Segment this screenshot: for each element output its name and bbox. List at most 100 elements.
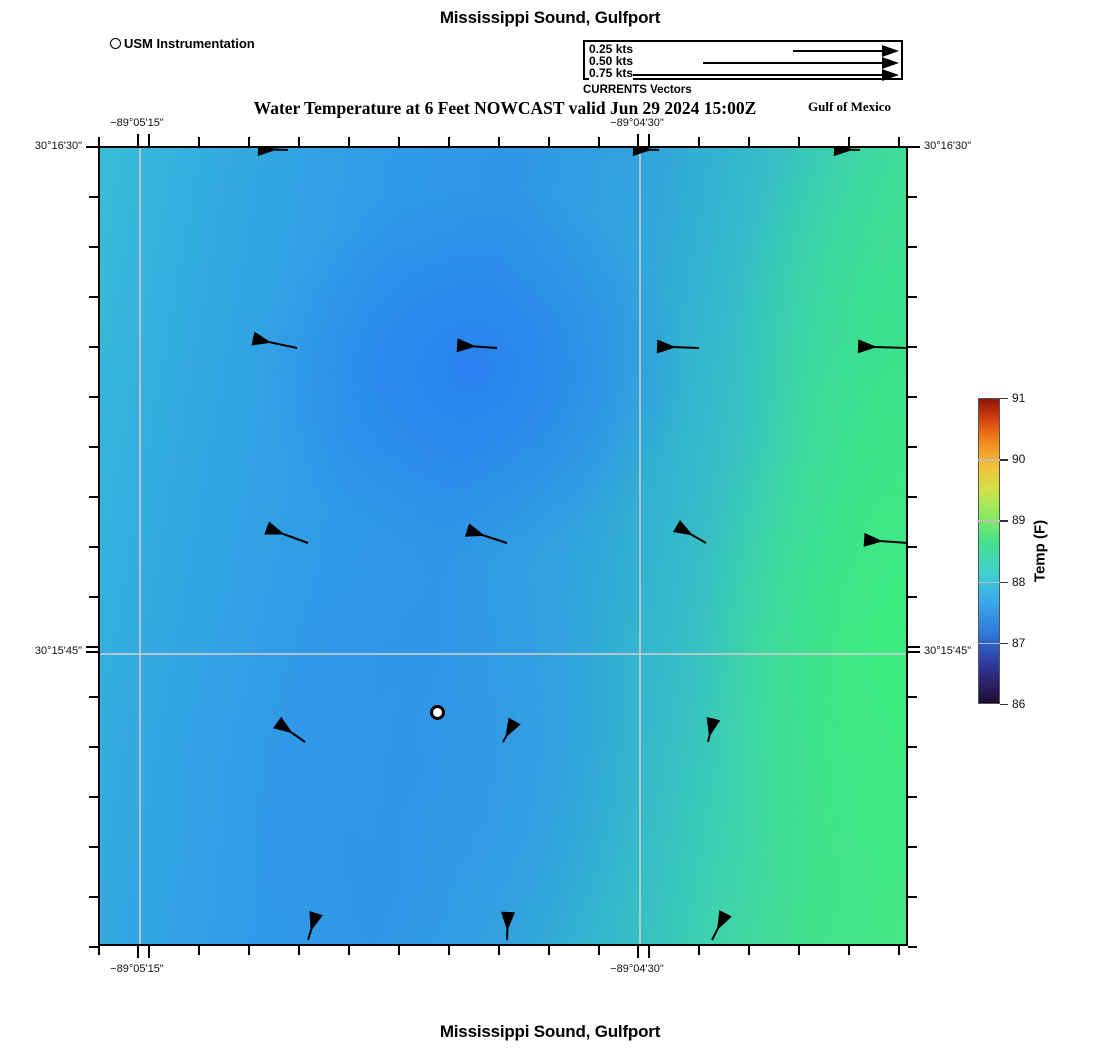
- currents-legend-row-label: 0.75 kts: [589, 66, 634, 80]
- usm-station-marker[interactable]: [429, 704, 445, 720]
- axis-tick-minor: [898, 137, 900, 146]
- axis-tick-label: −89°04'30": [610, 963, 664, 975]
- axis-tick-major: [636, 946, 639, 958]
- open-circle-icon: [110, 38, 121, 49]
- axis-tick-minor: [448, 137, 450, 146]
- colorbar-tick: [1000, 581, 1008, 583]
- colorbar-title: Temp (F): [1031, 519, 1049, 583]
- axis-tick-minor: [89, 396, 98, 398]
- current-vector-arrowhead-icon: [857, 339, 878, 354]
- axis-tick-minor: [908, 896, 917, 898]
- axis-tick-minor: [89, 446, 98, 448]
- axis-tick-label: −89°05'15": [110, 963, 164, 975]
- axis-tick-minor: [498, 137, 500, 146]
- axis-tick-major: [86, 646, 98, 648]
- axis-tick-minor: [748, 137, 750, 146]
- current-vector-arrowhead-icon: [657, 339, 677, 355]
- axis-tick-major: [908, 651, 920, 653]
- axis-tick-minor: [89, 246, 98, 248]
- page-title-bottom: Mississippi Sound, Gulfport: [439, 1022, 661, 1041]
- currents-legend-arrow-shaft: [793, 50, 883, 52]
- axis-tick-minor: [848, 137, 850, 146]
- axis-tick-minor: [89, 496, 98, 498]
- axis-tick-minor: [89, 896, 98, 898]
- currents-legend-row: 0.25 kts: [585, 43, 901, 57]
- axis-tick-major: [908, 646, 920, 648]
- axis-tick-minor: [908, 596, 917, 598]
- axis-tick-major: [148, 946, 150, 958]
- colorbar-gradient: [978, 398, 1000, 704]
- axis-tick-minor: [89, 196, 98, 198]
- current-vector-arrowhead-icon: [500, 911, 516, 932]
- temperature-field-raster: [100, 148, 906, 944]
- axis-tick-minor: [98, 946, 100, 955]
- colorbar-gridline: [978, 520, 1000, 522]
- gridline-horizontal: [100, 653, 906, 655]
- colorbar-tick-label: 87: [1012, 635, 1026, 650]
- axis-tick-minor: [89, 946, 98, 948]
- axis-tick-minor: [848, 946, 850, 955]
- colorbar-tick: [1000, 459, 1008, 461]
- chart-subtitle: Water Temperature at 6 Feet NOWCAST vali…: [253, 98, 757, 118]
- currents-legend-arrow-shaft: [613, 74, 883, 76]
- colorbar-gridline: [978, 581, 1000, 583]
- current-vector-arrowhead-icon: [833, 148, 854, 157]
- axis-tick-minor: [398, 137, 400, 146]
- currents-vector-legend: 0.25 kts 0.50 kts 0.75 kts: [583, 40, 903, 81]
- currents-legend-arrow-head-icon: [882, 56, 899, 69]
- axis-tick-minor: [908, 196, 917, 198]
- colorbar-tick-label: 91: [1012, 391, 1026, 405]
- axis-tick-major: [86, 651, 98, 653]
- axis-tick-major: [908, 146, 920, 148]
- axis-tick-minor: [908, 946, 917, 948]
- colorbar-tick-label: 89: [1012, 513, 1026, 528]
- axis-tick-minor: [908, 346, 917, 348]
- currents-legend-row: 0.50 kts: [585, 55, 901, 69]
- currents-legend-arrow-head-icon: [882, 68, 899, 81]
- axis-tick-minor: [498, 946, 500, 955]
- current-vector-arrowhead-icon: [456, 338, 477, 354]
- colorbar-tick-label: 88: [1012, 574, 1026, 589]
- axis-tick-major: [648, 134, 650, 146]
- temperature-map[interactable]: [98, 146, 908, 946]
- axis-tick-label: 30°15'45": [34, 645, 82, 658]
- usm-instrumentation-label: USM Instrumentation: [124, 36, 255, 51]
- gridline-vertical: [138, 148, 141, 944]
- colorbar-gridline: [978, 642, 1000, 645]
- page-title-top: Mississippi Sound, Gulfport: [439, 8, 661, 27]
- colorbar-tick-label: 90: [1012, 452, 1026, 467]
- axis-tick-major: [636, 134, 639, 146]
- axis-tick-minor: [89, 746, 98, 748]
- axis-tick-minor: [908, 446, 917, 448]
- colorbar-tick: [1000, 704, 1008, 706]
- axis-tick-minor: [908, 846, 917, 848]
- axis-tick-minor: [598, 137, 600, 146]
- axis-tick-minor: [89, 546, 98, 548]
- axis-tick-minor: [89, 696, 98, 698]
- axis-tick-minor: [98, 137, 100, 146]
- axis-tick-minor: [548, 137, 550, 146]
- axis-tick-minor: [908, 796, 917, 798]
- axis-tick-minor: [348, 946, 350, 955]
- axis-tick-minor: [89, 846, 98, 848]
- axis-tick-minor: [598, 946, 600, 955]
- axis-tick-minor: [698, 137, 700, 146]
- currents-legend-arrow-head-icon: [882, 44, 899, 57]
- axis-tick-major: [86, 146, 98, 148]
- axis-tick-minor: [89, 346, 98, 348]
- colorbar-gridline: [978, 459, 1000, 461]
- axis-tick-minor: [448, 946, 450, 955]
- axis-tick-label: −89°04'30": [610, 117, 664, 129]
- axis-tick-minor: [89, 796, 98, 798]
- axis-tick-minor: [908, 546, 917, 548]
- axis-tick-minor: [298, 137, 300, 146]
- currents-legend-row: 0.75 kts: [585, 66, 901, 81]
- axis-tick-minor: [89, 296, 98, 298]
- currents-legend-arrow-shaft: [703, 62, 883, 64]
- axis-tick-minor: [798, 137, 800, 146]
- colorbar-tick: [1000, 398, 1008, 400]
- colorbar-tick: [1000, 520, 1008, 522]
- axis-tick-minor: [198, 137, 200, 146]
- colorbar-tick-label: 86: [1012, 697, 1026, 711]
- current-vector-arrowhead-icon: [257, 148, 278, 157]
